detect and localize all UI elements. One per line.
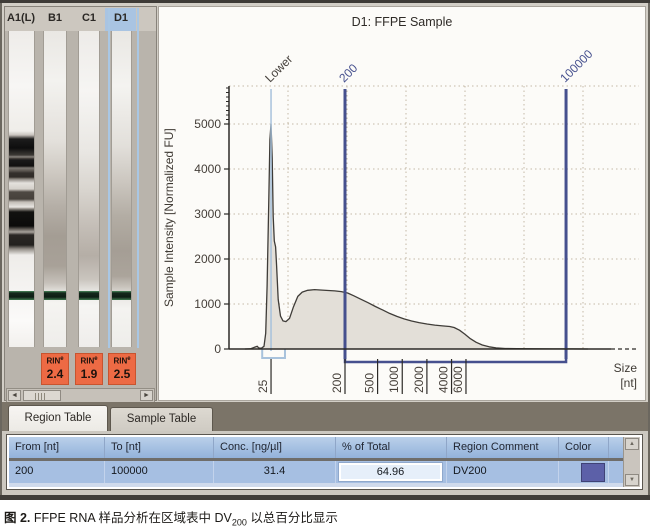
gel-lane-d1[interactable] bbox=[111, 31, 132, 347]
col-header-conc[interactable]: Conc. [ng/µl] bbox=[214, 437, 336, 458]
marker-label-200: 200 bbox=[336, 61, 360, 85]
col-header-from[interactable]: From [nt] bbox=[9, 437, 105, 458]
col-header-pct[interactable]: % of Total bbox=[336, 437, 447, 458]
cell-filler bbox=[609, 461, 623, 483]
gel-lane-header-row: A1(L) B1 C1 D1 bbox=[5, 7, 156, 31]
lower-marker-band bbox=[9, 291, 34, 300]
table-tab-bar: Region Table Sample Table bbox=[2, 402, 648, 431]
scrollbar-grip-icon bbox=[35, 393, 47, 400]
gel-scrollbar-thumb[interactable] bbox=[23, 390, 61, 401]
cell-from[interactable]: 200 bbox=[9, 461, 105, 483]
region-table-frame: From [nt] To [nt] Conc. [ng/µl] % of Tot… bbox=[6, 434, 643, 490]
lane-d1-header-highlight bbox=[105, 8, 136, 31]
x-tick-label: 1000 bbox=[387, 366, 401, 393]
sample-trace-line bbox=[244, 123, 588, 350]
lower-marker-band bbox=[79, 291, 99, 300]
lower-marker-band bbox=[112, 291, 131, 300]
cell-to[interactable]: 100000 bbox=[105, 461, 214, 483]
cell-comment[interactable]: DV200 bbox=[447, 461, 559, 483]
rin-badge-b1: RINe 2.4 bbox=[41, 353, 69, 385]
chart-title: D1: FFPE Sample bbox=[351, 15, 453, 29]
rin-value-b1: 2.4 bbox=[46, 366, 64, 381]
region-color-swatch[interactable] bbox=[581, 463, 605, 482]
scroll-left-arrow-icon[interactable]: ◄ bbox=[8, 390, 21, 401]
cell-color[interactable] bbox=[559, 461, 609, 483]
caption-text-1: FFPE RNA 样品分析在区域表中 DV bbox=[30, 511, 232, 525]
gel-lane-c1[interactable] bbox=[78, 31, 100, 347]
rin-label: RIN bbox=[80, 356, 95, 366]
tab-sample-table[interactable]: Sample Table bbox=[110, 407, 213, 431]
x-tick-label: 200 bbox=[330, 373, 344, 393]
table-vertical-scrollbar[interactable]: ▲ ▼ bbox=[623, 437, 640, 487]
col-header-comment[interactable]: Region Comment bbox=[447, 437, 559, 458]
region-table: From [nt] To [nt] Conc. [ng/µl] % of Tot… bbox=[9, 437, 640, 487]
lane-header-c1[interactable]: C1 bbox=[81, 12, 97, 24]
gel-horizontal-scrollbar[interactable]: ◄ ► bbox=[6, 388, 155, 403]
tab-region-table[interactable]: Region Table bbox=[8, 405, 108, 431]
caption-text-2: 以总百分比显示 bbox=[246, 511, 338, 525]
y-tick-label: 3000 bbox=[194, 207, 221, 221]
window-border-right bbox=[648, 3, 650, 495]
marker-label-100000: 100000 bbox=[557, 47, 595, 85]
y-tick-label: 5000 bbox=[194, 117, 221, 131]
x-axis-unit-label: Size [nt] bbox=[613, 361, 637, 390]
lane-header-a1[interactable]: A1(L) bbox=[6, 12, 36, 24]
region-table-header-row: From [nt] To [nt] Conc. [ng/µl] % of Tot… bbox=[9, 437, 623, 458]
cell-pct[interactable]: 64.96 bbox=[336, 461, 447, 483]
x-tick-label: 500 bbox=[363, 373, 377, 393]
rin-value-d1: 2.5 bbox=[113, 366, 131, 381]
gel-panel: A1(L) B1 C1 D1 RINe 2.4 RINe 1.9 RINe 2.… bbox=[4, 6, 157, 403]
y-tick-label: 0 bbox=[214, 342, 221, 356]
rin-sup: e bbox=[127, 356, 131, 362]
rin-label: RIN bbox=[113, 356, 128, 366]
window-border-bottom bbox=[0, 495, 650, 500]
rin-value-c1: 1.9 bbox=[80, 366, 98, 381]
header-separator bbox=[9, 458, 623, 461]
rin-badge-c1: RINe 1.9 bbox=[75, 353, 103, 385]
lane-header-d1[interactable]: D1 bbox=[113, 12, 129, 24]
electropherogram-plot[interactable]: Lower 200 100000 0 1000 2000 3000 4000 5000 25 200… bbox=[159, 7, 647, 402]
window-border-top bbox=[0, 0, 650, 3]
scroll-right-arrow-icon[interactable]: ► bbox=[140, 390, 153, 401]
region-bracket-lower-marker-region[interactable] bbox=[261, 349, 286, 359]
rin-label: RIN bbox=[46, 356, 61, 366]
caption-subscript: 200 bbox=[231, 517, 247, 528]
marker-label-lower: Lower bbox=[262, 52, 295, 85]
scroll-up-arrow-icon[interactable]: ▲ bbox=[625, 438, 639, 450]
pct-of-total-highlight[interactable]: 64.96 bbox=[338, 462, 443, 482]
cell-conc[interactable]: 31.4 bbox=[214, 461, 336, 483]
x-tick-label: 4000 bbox=[437, 366, 451, 393]
region-table-row[interactable]: 200 100000 31.4 64.96 DV200 bbox=[9, 461, 623, 483]
x-tick-label: 2000 bbox=[412, 366, 426, 393]
rin-badge-d1: RINe 2.5 bbox=[108, 353, 136, 385]
y-tick-label: 4000 bbox=[194, 162, 221, 176]
lane-header-b1[interactable]: B1 bbox=[47, 12, 63, 24]
x-tick-label: 25 bbox=[256, 379, 270, 393]
col-header-filler bbox=[609, 437, 623, 458]
scroll-down-arrow-icon[interactable]: ▼ bbox=[625, 474, 639, 486]
col-header-to[interactable]: To [nt] bbox=[105, 437, 214, 458]
sample-trace-area bbox=[244, 124, 588, 349]
window-border-left bbox=[0, 3, 2, 495]
figure-caption: 图 2. FFPE RNA 样品分析在区域表中 DV200 以总百分比显示 bbox=[0, 500, 650, 529]
gel-lane-b1[interactable] bbox=[43, 31, 67, 347]
x-tick-label: 6000 bbox=[451, 366, 465, 393]
lower-marker-band bbox=[44, 291, 66, 300]
gel-lane-a1-ladder[interactable] bbox=[8, 31, 35, 347]
col-header-color[interactable]: Color bbox=[559, 437, 609, 458]
figure-label: 图 2. bbox=[4, 511, 31, 525]
rin-sup: e bbox=[60, 356, 64, 362]
y-tick-label: 1000 bbox=[194, 297, 221, 311]
rin-sup: e bbox=[94, 356, 98, 362]
y-tick-label: 2000 bbox=[194, 252, 221, 266]
electropherogram-panel: D1: FFPE Sample Sample Intensity [Normal… bbox=[158, 6, 646, 401]
